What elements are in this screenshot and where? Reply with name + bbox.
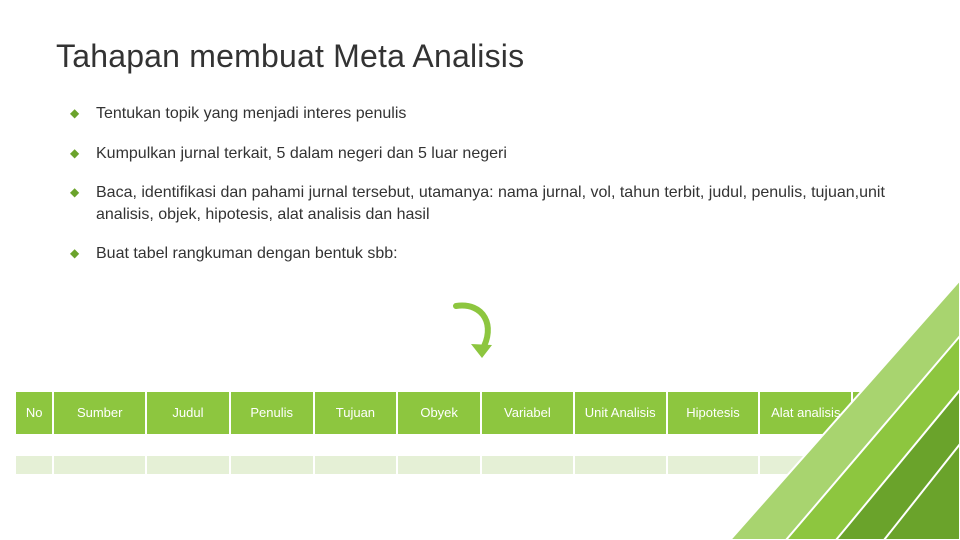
slide-title: Tahapan membuat Meta Analisis [56,38,904,75]
bullet-item: Baca, identifikasi dan pahami jurnal ter… [70,182,904,225]
col-judul: Judul [147,392,229,434]
bullet-item: Tentukan topik yang menjadi interes penu… [70,103,904,125]
col-alat-analisis: Alat analisis [760,392,851,434]
curved-arrow-icon [438,298,502,375]
bullet-item: Kumpulkan jurnal terkait, 5 dalam negeri… [70,143,904,165]
bullet-list: Tentukan topik yang menjadi interes penu… [56,103,904,265]
table-row [16,436,944,454]
col-obyek: Obyek [398,392,480,434]
col-variabel: Variabel [482,392,573,434]
col-hipotesis: Hipotesis [668,392,759,434]
slide-container: Tahapan membuat Meta Analisis Tentukan t… [0,0,960,540]
col-tujuan: Tujuan [315,392,397,434]
col-unit-analisis: Unit Analisis [575,392,666,434]
col-sumber: Sumber [54,392,145,434]
col-no: No [16,392,52,434]
col-penulis: Penulis [231,392,313,434]
bullet-item: Buat tabel rangkuman dengan bentuk sbb: [70,243,904,265]
summary-table: No Sumber Judul Penulis Tujuan Obyek Var… [14,390,946,476]
col-hasil: Hasil [853,392,944,434]
table-row [16,456,944,474]
table-header-row: No Sumber Judul Penulis Tujuan Obyek Var… [16,392,944,434]
